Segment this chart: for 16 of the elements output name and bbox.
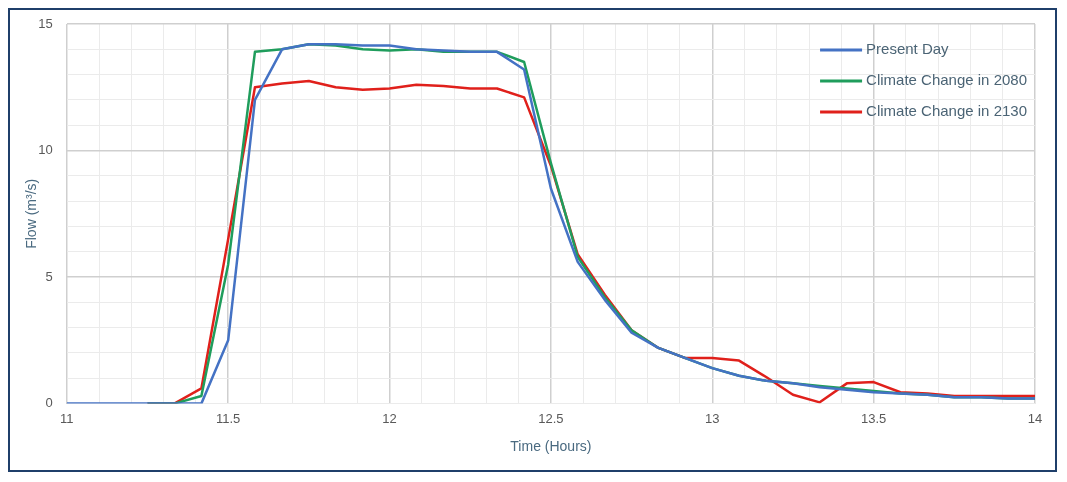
x-tick-label: 12	[382, 410, 397, 426]
x-tick-label: 11.5	[215, 410, 241, 426]
y-axis-title: Flow (m³/s)	[23, 178, 40, 249]
x-tick-label: 12.5	[538, 410, 564, 426]
x-tick-label: 11	[60, 410, 74, 426]
legend-label: Climate Change in 2130	[866, 102, 1027, 120]
x-tick-label: 13.5	[860, 410, 887, 426]
x-axis-title: Time (Hours)	[510, 438, 592, 455]
y-tick-label: 10	[38, 142, 53, 158]
x-tick-label: 13	[705, 410, 720, 426]
y-tick-label: 0	[45, 395, 53, 411]
x-tick-label: 14	[1027, 410, 1043, 426]
legend-label: Climate Change in 2080	[866, 71, 1027, 89]
y-tick-label: 5	[45, 268, 53, 284]
legend-label: Present Day	[866, 40, 950, 58]
y-tick-label: 15	[38, 15, 53, 31]
